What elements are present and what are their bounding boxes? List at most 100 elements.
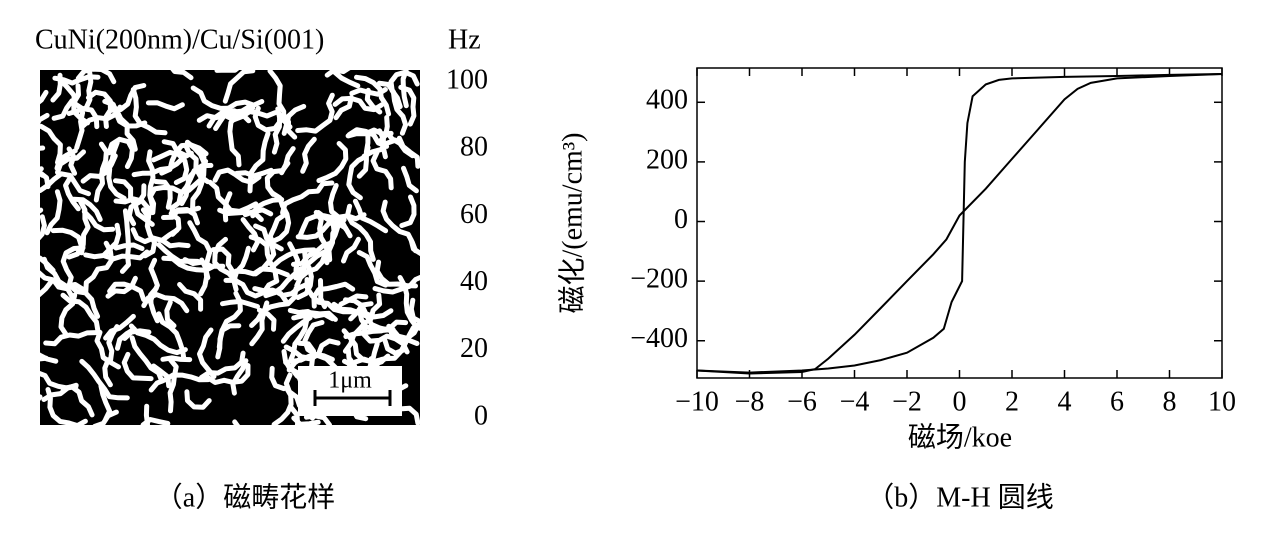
domain-stripe: [341, 328, 391, 365]
domain-stripe: [146, 149, 157, 216]
domain-stripe: [398, 84, 417, 127]
domain-stripe: [186, 158, 209, 193]
domain-stripe: [51, 98, 75, 121]
x-tick-label: −8: [735, 386, 765, 417]
domain-stripe: [71, 196, 103, 222]
y-tick-label: 200: [646, 144, 688, 175]
domain-stripe: [388, 70, 420, 110]
domain-stripe: [205, 363, 251, 385]
domain-stripe: [106, 166, 127, 201]
domain-stripe: [94, 329, 121, 370]
scale-bar: [313, 390, 392, 406]
x-tick-label: 10: [1208, 386, 1236, 417]
scale-unit: Hz: [448, 24, 481, 55]
caption-a: （a）磁畴花样: [155, 481, 335, 513]
domain-stripe: [408, 297, 420, 326]
domain-stripe: [370, 150, 394, 191]
domain-stripe: [160, 238, 191, 249]
domain-stripe: [240, 217, 261, 253]
domain-stripe: [50, 227, 84, 260]
domain-stripe: [156, 242, 201, 264]
domain-stripe: [281, 103, 307, 136]
domain-stripe: [324, 70, 351, 78]
domain-stripe: [40, 112, 50, 125]
domain-stripe: [102, 98, 148, 129]
domain-stripe: [75, 70, 117, 85]
domain-stripe: [151, 149, 190, 185]
panel-a-title: CuNi(200nm)/Cu/Si(001): [35, 24, 324, 55]
domain-stripe: [60, 245, 86, 289]
domain-stripe: [107, 281, 147, 302]
domain-stripe: [126, 183, 147, 227]
domain-stripe: [213, 108, 252, 131]
domain-stripe: [45, 387, 88, 425]
domain-stripe: [85, 89, 113, 129]
domain-stripe: [267, 70, 293, 130]
domain-stripe: [345, 127, 394, 139]
domain-stripe: [295, 257, 314, 300]
domain-stripe: [400, 70, 409, 109]
domain-stripe: [66, 70, 94, 116]
domain-stripe: [269, 365, 287, 392]
domain-stripe: [119, 208, 131, 274]
domain-stripe: [342, 319, 369, 354]
scale-tick-label: 20: [460, 333, 488, 364]
domain-stripe: [113, 196, 152, 220]
domain-stripe: [332, 70, 361, 89]
domain-stripe: [264, 160, 291, 197]
domain-stripe: [67, 282, 101, 319]
x-tick-label: −4: [840, 386, 870, 417]
y-tick-label: 400: [646, 85, 688, 116]
domain-stripe: [43, 330, 99, 347]
domain-stripe: [59, 78, 100, 130]
x-tick-label: −10: [675, 386, 719, 417]
scale-tick-label: 100: [446, 64, 488, 95]
domain-stripe: [318, 278, 328, 310]
domain-stripe: [177, 282, 204, 312]
domain-stripe: [109, 83, 147, 113]
domain-stripe: [190, 85, 233, 111]
domain-stripe: [361, 323, 410, 355]
domain-stripe: [40, 166, 44, 172]
domain-stripe: [212, 236, 238, 283]
domain-stripe: [153, 179, 173, 210]
domain-stripe: [167, 357, 179, 414]
domain-stripe: [333, 95, 354, 121]
domain-stripe: [40, 145, 46, 151]
domain-stripe: [130, 227, 180, 245]
domain-stripe: [401, 165, 419, 194]
domain-stripe: [40, 214, 47, 241]
domain-stripe: [80, 104, 123, 129]
x-tick-label: −2: [892, 386, 922, 417]
domain-stripe: [74, 110, 86, 151]
domain-stripe: [397, 275, 420, 331]
domain-stripe: [212, 167, 262, 185]
domain-stripe: [40, 352, 59, 364]
domain-stripe: [326, 217, 347, 263]
domain-stripe: [408, 237, 420, 257]
domain-stripe: [232, 419, 240, 425]
domain-stripe: [357, 308, 396, 333]
domain-stripe: [40, 394, 43, 401]
domain-stripe: [356, 250, 389, 288]
domain-stripe: [271, 106, 283, 155]
domain-stripe: [361, 137, 398, 159]
domain-stripe: [332, 95, 385, 113]
domain-stripe: [283, 344, 313, 361]
domain-stripe: [295, 92, 335, 134]
domain-stripe: [55, 149, 86, 175]
domain-stripe: [199, 350, 246, 380]
domain-stripe: [79, 358, 130, 401]
domain-stripe: [343, 297, 394, 320]
caption-b: （b）M-H 圆线: [866, 481, 1053, 513]
domain-stripe: [83, 240, 115, 294]
domain-stripe: [252, 286, 289, 304]
domain-stripe: [230, 358, 249, 396]
domain-stripe: [291, 310, 338, 322]
domain-stripe: [214, 70, 240, 73]
domain-stripe: [399, 194, 417, 228]
domain-stripe: [141, 292, 190, 314]
domain-stripe: [63, 175, 81, 212]
domain-stripe: [249, 286, 299, 328]
